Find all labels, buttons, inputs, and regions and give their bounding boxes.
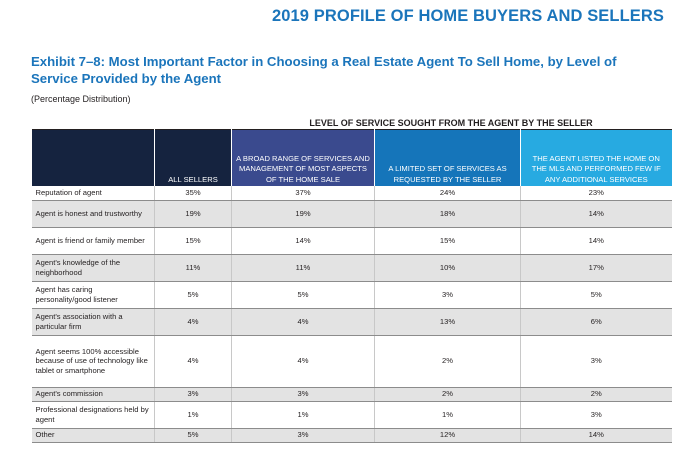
percentage-cell: 14%	[231, 227, 375, 255]
service-level-group-header: LEVEL OF SERVICE SOUGHT FROM THE AGENT B…	[309, 118, 593, 128]
factor-label: Agent is honest and trustworthy	[31, 200, 155, 228]
percentage-cell: 6%	[520, 308, 672, 336]
percentage-cell: 3%	[231, 387, 375, 402]
factor-label: Reputation of agent	[31, 186, 155, 201]
factor-label: Professional designations held by agent	[31, 401, 155, 429]
percentage-cell: 14%	[520, 428, 672, 443]
percentage-cell: 11%	[231, 254, 375, 282]
percentage-cell: 10%	[374, 254, 521, 282]
column-header-broad-range: A BROAD RANGE OF SERVICES AND MANAGEMENT…	[231, 129, 375, 186]
factor-label: Agent has caring personality/good listen…	[31, 281, 155, 309]
percentage-cell: 12%	[374, 428, 521, 443]
percentage-cell: 14%	[520, 200, 672, 228]
table-row: Agent is honest and trustworthy 19% 19% 18%…	[31, 200, 672, 228]
percentage-cell: 3%	[154, 387, 232, 402]
percentage-cell: 19%	[154, 200, 232, 228]
percentage-cell: 1%	[231, 401, 375, 429]
table-body: Reputation of agent 35% 37% 24% 23% Agent is …	[31, 186, 672, 443]
percentage-cell: 4%	[231, 308, 375, 336]
table-row: Agent's association with a particular fi…	[31, 308, 672, 336]
column-header-all-sellers: ALL SELLERS	[154, 129, 232, 186]
percentage-cell: 5%	[154, 281, 232, 309]
table-row: Agent's knowledge of the neighborhood 11%…	[31, 254, 672, 282]
percentage-cell: 13%	[374, 308, 521, 336]
data-table: ALL SELLERS A BROAD RANGE OF SERVICES AN…	[31, 129, 672, 443]
percentage-cell: 5%	[231, 281, 375, 309]
column-header-mls-listed: THE AGENT LISTED THE HOME ON THE MLS AND…	[520, 129, 672, 186]
percentage-cell: 37%	[231, 186, 375, 201]
factor-label: Agent seems 100% accessible because of u…	[31, 335, 155, 388]
percentage-cell: 4%	[154, 308, 232, 336]
factor-label: Agent is friend or family member	[31, 227, 155, 255]
percentage-cell: 3%	[231, 428, 375, 443]
percentage-cell: 2%	[374, 335, 521, 388]
percentage-cell: 5%	[154, 428, 232, 443]
table-row: Agent's commission 3% 3% 2% 2%	[31, 387, 672, 402]
table-row: Agent is friend or family member 15% 14% 15…	[31, 227, 672, 255]
factor-label: Agent's commission	[31, 387, 155, 402]
percentage-cell: 1%	[374, 401, 521, 429]
percentage-cell: 23%	[520, 186, 672, 201]
factor-label: Agent's association with a particular fi…	[31, 308, 155, 336]
percentage-cell: 2%	[374, 387, 521, 402]
column-header-limited-set: A LIMITED SET OF SERVICES AS REQUESTED B…	[374, 129, 521, 186]
table-header-row: ALL SELLERS A BROAD RANGE OF SERVICES AN…	[31, 129, 672, 186]
percentage-cell: 2%	[520, 387, 672, 402]
factor-label: Agent's knowledge of the neighborhood	[31, 254, 155, 282]
percentage-cell: 3%	[374, 281, 521, 309]
percentage-cell: 14%	[520, 227, 672, 255]
percentage-cell: 18%	[374, 200, 521, 228]
percentage-cell: 15%	[374, 227, 521, 255]
percentage-cell: 4%	[231, 335, 375, 388]
table-row: Professional designations held by agent 1…	[31, 401, 672, 429]
row-label-header	[31, 129, 155, 186]
percentage-cell: 3%	[520, 335, 672, 388]
percentage-cell: 19%	[231, 200, 375, 228]
table-row: Reputation of agent 35% 37% 24% 23%	[31, 186, 672, 201]
percentage-cell: 5%	[520, 281, 672, 309]
factor-label: Other	[31, 428, 155, 443]
percentage-cell: 24%	[374, 186, 521, 201]
percentage-cell: 4%	[154, 335, 232, 388]
percentage-cell: 17%	[520, 254, 672, 282]
percentage-cell: 11%	[154, 254, 232, 282]
table-row: Agent seems 100% accessible because of u…	[31, 335, 672, 388]
exhibit-subtitle: (Percentage Distribution)	[31, 94, 131, 104]
percentage-cell: 1%	[154, 401, 232, 429]
exhibit-title: Exhibit 7–8: Most Important Factor in Ch…	[31, 54, 617, 86]
table-row: Agent has caring personality/good listen…	[31, 281, 672, 309]
percentage-cell: 15%	[154, 227, 232, 255]
percentage-cell: 35%	[154, 186, 232, 201]
percentage-cell: 3%	[520, 401, 672, 429]
report-header: 2019 PROFILE OF HOME BUYERS AND SELLERS	[271, 7, 664, 25]
table-row: Other 5% 3% 12% 14%	[31, 428, 672, 443]
